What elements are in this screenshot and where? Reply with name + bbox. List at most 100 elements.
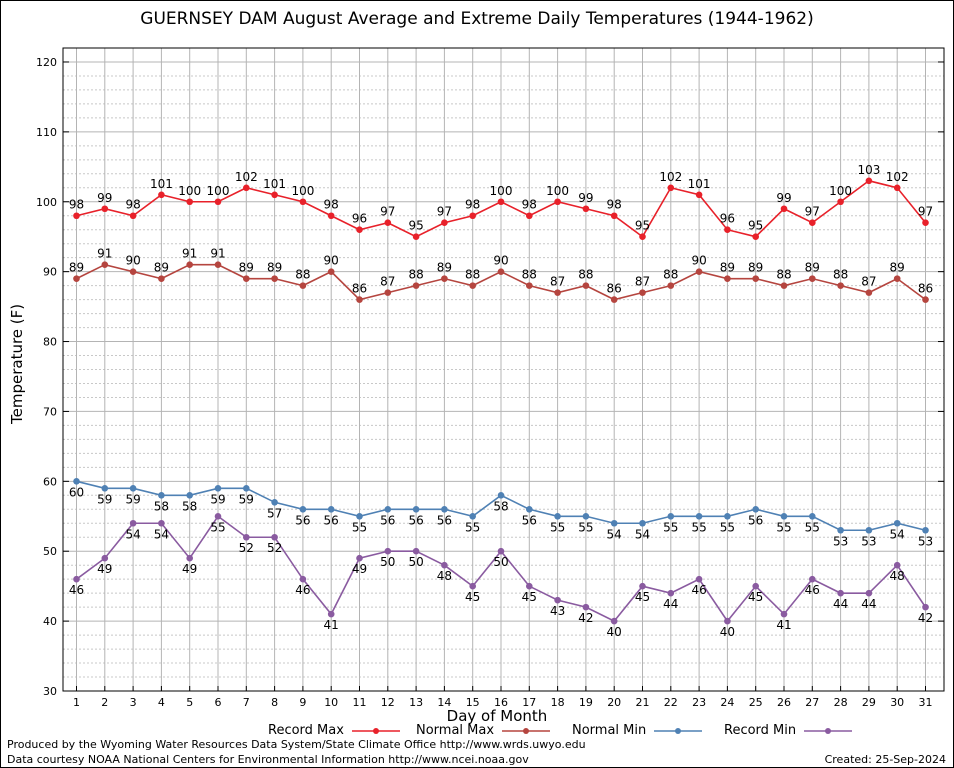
data-point-record-min (922, 603, 929, 611)
data-point-normal-min (299, 505, 307, 513)
data-point-normal-max (497, 268, 505, 275)
data-point-record-min (469, 582, 477, 590)
data-point-normal-max (441, 275, 448, 282)
data-label-record-min: 45 (522, 590, 537, 604)
data-point-record-max (639, 233, 646, 241)
x-tick-label: 28 (834, 696, 848, 709)
data-label-normal-max: 90 (691, 254, 706, 268)
data-point-normal-min (469, 512, 477, 520)
data-point-record-max (299, 198, 307, 206)
data-label-record-max: 100 (291, 184, 314, 198)
data-point-record-max (243, 184, 250, 192)
y-tick-label: 70 (43, 405, 57, 418)
x-tick-label: 2 (101, 696, 108, 709)
x-tick-label: 9 (299, 696, 306, 709)
data-point-record-max (384, 219, 392, 227)
data-point-normal-min (497, 492, 505, 499)
data-label-normal-max: 89 (720, 261, 735, 275)
data-label-record-min: 40 (607, 625, 622, 639)
legend-label-normal-max: Normal Max (416, 723, 495, 738)
y-tick-label: 120 (36, 56, 57, 69)
data-point-record-max (129, 212, 137, 220)
x-tick-label: 1 (73, 696, 80, 709)
data-point-normal-min (610, 519, 618, 527)
data-point-record-min (724, 617, 731, 625)
data-label-record-max: 98 (522, 198, 537, 212)
legend-record-min: Record Min (724, 723, 854, 738)
data-label-normal-min: 56 (324, 513, 339, 527)
data-label-normal-min: 53 (918, 534, 933, 548)
data-point-record-min (497, 547, 505, 555)
x-tick-label: 26 (777, 696, 791, 709)
data-label-record-max: 102 (886, 170, 909, 184)
y-tick-label: 60 (43, 475, 57, 488)
data-point-record-max (158, 191, 165, 199)
data-point-normal-max (752, 275, 759, 282)
x-tick-label: 4 (158, 696, 165, 709)
x-tick-label: 21 (636, 696, 650, 709)
data-label-record-min: 49 (182, 562, 197, 576)
data-label-record-min: 52 (267, 541, 282, 555)
data-point-record-min (412, 547, 420, 555)
data-label-normal-min: 55 (776, 520, 791, 534)
data-label-record-min: 46 (691, 583, 706, 597)
data-label-record-max: 101 (688, 177, 711, 191)
x-tick-label: 24 (720, 696, 734, 709)
data-point-record-min (809, 575, 816, 583)
data-point-record-max (724, 226, 731, 234)
data-label-normal-min: 55 (578, 520, 593, 534)
data-point-normal-max (780, 282, 788, 289)
data-point-record-min (526, 582, 533, 590)
data-point-normal-min (186, 492, 193, 499)
data-label-record-min: 44 (663, 597, 678, 611)
data-label-record-max: 100 (490, 184, 513, 198)
data-point-record-max (893, 184, 901, 192)
data-label-record-min: 54 (125, 527, 140, 541)
data-label-normal-max: 86 (607, 282, 622, 296)
data-point-record-min (837, 589, 844, 597)
data-label-record-min: 55 (210, 520, 225, 534)
data-point-normal-max (101, 261, 109, 268)
data-point-record-min (639, 582, 646, 590)
data-point-normal-min (158, 492, 165, 499)
data-label-normal-min: 56 (408, 513, 423, 527)
data-label-record-max: 98 (69, 198, 84, 212)
data-label-record-min: 50 (493, 555, 508, 569)
data-point-normal-min (582, 512, 590, 520)
data-label-record-max: 102 (659, 170, 682, 184)
data-label-normal-min: 54 (890, 527, 905, 541)
data-label-normal-min: 55 (691, 520, 706, 534)
data-label-normal-max: 88 (295, 268, 310, 282)
data-point-record-max (554, 198, 561, 206)
data-label-record-max: 100 (546, 184, 569, 198)
data-label-record-min: 41 (776, 618, 791, 632)
data-label-normal-min: 60 (69, 485, 84, 499)
legend-swatch-normal-max (502, 727, 551, 734)
data-label-record-max: 102 (235, 170, 258, 184)
data-point-normal-min (554, 512, 561, 520)
x-tick-label: 22 (664, 696, 678, 709)
data-label-normal-min: 55 (720, 520, 735, 534)
x-tick-label: 18 (551, 696, 565, 709)
data-point-normal-min (214, 485, 222, 492)
data-point-record-max (497, 198, 505, 206)
x-tick-label: 11 (353, 696, 367, 709)
data-label-normal-max: 89 (239, 261, 254, 275)
data-point-record-max (186, 198, 193, 206)
data-point-normal-min (356, 512, 363, 520)
y-tick-label: 90 (43, 266, 57, 279)
data-label-normal-min: 55 (352, 520, 367, 534)
data-label-normal-max: 88 (522, 268, 537, 282)
data-point-normal-max (327, 268, 335, 275)
data-point-record-min (186, 554, 193, 562)
data-point-record-min (271, 533, 278, 541)
data-label-normal-min: 59 (97, 492, 112, 506)
plot-border (62, 47, 945, 692)
legend-label-normal-min: Normal Min (572, 723, 647, 738)
data-label-normal-max: 88 (833, 268, 848, 282)
data-label-normal-min: 55 (550, 520, 565, 534)
data-label-record-min: 45 (748, 590, 763, 604)
data-label-normal-min: 56 (295, 513, 310, 527)
data-label-record-max: 97 (918, 205, 933, 219)
